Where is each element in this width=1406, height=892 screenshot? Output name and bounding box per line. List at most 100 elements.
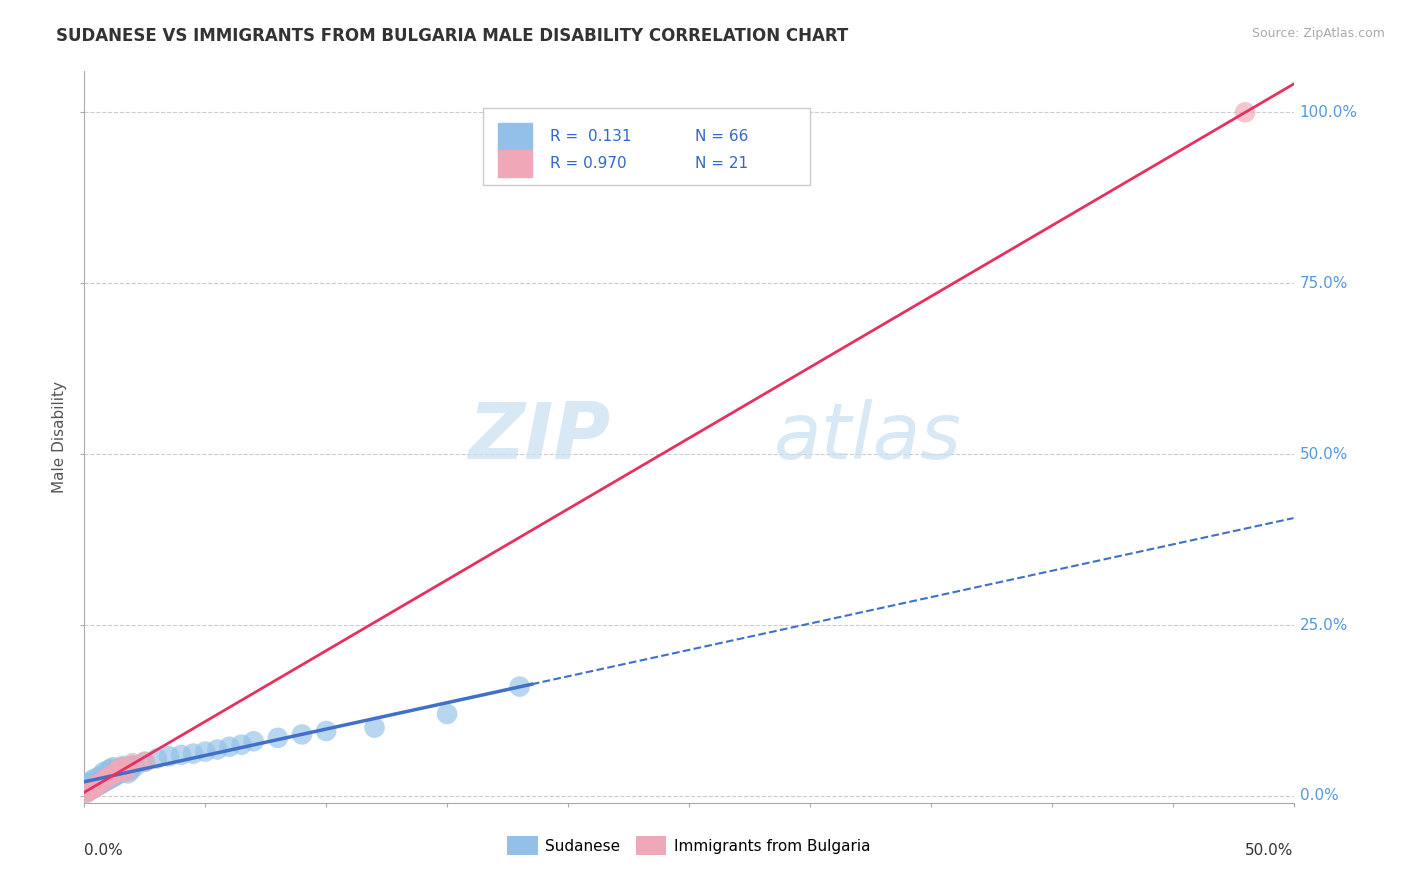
Point — [291, 727, 314, 741]
Point — [77, 783, 100, 797]
Point — [103, 767, 125, 781]
Point — [207, 742, 229, 756]
Point — [218, 739, 240, 754]
Point — [104, 763, 127, 777]
Point — [103, 770, 125, 784]
Point — [114, 762, 136, 776]
Point — [90, 768, 112, 782]
Point — [112, 759, 135, 773]
Text: 0.0%: 0.0% — [84, 843, 124, 858]
Point — [315, 724, 337, 739]
Point — [97, 772, 120, 787]
Point — [93, 775, 115, 789]
Point — [100, 768, 122, 782]
Point — [90, 775, 112, 789]
Text: 50.0%: 50.0% — [1299, 447, 1348, 462]
Point — [509, 680, 531, 694]
Point — [97, 771, 120, 785]
Point — [124, 759, 146, 773]
Point — [86, 775, 108, 789]
Point — [117, 766, 139, 780]
Point — [104, 765, 127, 780]
Point — [1234, 105, 1257, 120]
Point — [170, 747, 193, 762]
Point — [76, 786, 98, 800]
Point — [94, 773, 117, 788]
Text: R =  0.131: R = 0.131 — [550, 129, 631, 144]
Text: atlas: atlas — [773, 399, 962, 475]
Point — [363, 721, 385, 735]
Point — [83, 780, 105, 795]
Point — [86, 779, 108, 793]
Y-axis label: Male Disability: Male Disability — [52, 381, 67, 493]
Text: SUDANESE VS IMMIGRANTS FROM BULGARIA MALE DISABILITY CORRELATION CHART: SUDANESE VS IMMIGRANTS FROM BULGARIA MAL… — [56, 27, 848, 45]
Point — [194, 745, 217, 759]
Point — [436, 706, 458, 721]
Text: 0.0%: 0.0% — [1299, 789, 1339, 804]
Point — [134, 755, 156, 769]
Point — [100, 768, 122, 782]
Point — [103, 760, 125, 774]
Point — [87, 778, 110, 792]
Point — [146, 751, 169, 765]
Point — [100, 771, 122, 785]
Point — [242, 734, 264, 748]
Bar — [498, 122, 531, 151]
Point — [107, 764, 129, 779]
Point — [90, 775, 112, 789]
Bar — [498, 150, 531, 178]
Point — [86, 779, 108, 793]
Text: R = 0.970: R = 0.970 — [550, 156, 627, 171]
Point — [93, 773, 115, 788]
Point — [121, 756, 143, 771]
Text: 100.0%: 100.0% — [1299, 105, 1358, 120]
Point — [103, 770, 125, 784]
Point — [83, 780, 105, 795]
Text: 75.0%: 75.0% — [1299, 276, 1348, 291]
Point — [110, 761, 132, 775]
Point — [110, 762, 132, 776]
Point — [114, 763, 136, 777]
Point — [94, 772, 117, 786]
Point — [86, 780, 108, 794]
Point — [120, 760, 142, 774]
Point — [107, 763, 129, 777]
Point — [117, 762, 139, 776]
Point — [80, 773, 103, 788]
Text: 50.0%: 50.0% — [1246, 843, 1294, 858]
Point — [107, 767, 129, 781]
Point — [87, 777, 110, 791]
Point — [93, 765, 115, 780]
Point — [121, 759, 143, 773]
Point — [77, 777, 100, 791]
Text: 25.0%: 25.0% — [1299, 617, 1348, 632]
Point — [94, 772, 117, 786]
Point — [90, 777, 112, 791]
Point — [87, 770, 110, 784]
Legend: Sudanese, Immigrants from Bulgaria: Sudanese, Immigrants from Bulgaria — [501, 830, 877, 861]
Point — [97, 770, 120, 784]
Text: ZIP: ZIP — [468, 399, 610, 475]
Point — [112, 760, 135, 774]
Text: Source: ZipAtlas.com: Source: ZipAtlas.com — [1251, 27, 1385, 40]
Text: N = 21: N = 21 — [695, 156, 748, 171]
Text: N = 66: N = 66 — [695, 129, 748, 144]
Point — [112, 764, 135, 779]
Point — [80, 782, 103, 797]
Point — [134, 755, 156, 769]
Point — [100, 762, 122, 776]
Point — [157, 749, 180, 764]
Point — [267, 731, 290, 745]
Point — [80, 782, 103, 797]
Point — [76, 786, 98, 800]
FancyBboxPatch shape — [484, 108, 810, 185]
Point — [117, 760, 139, 774]
Point — [94, 767, 117, 781]
Point — [104, 768, 127, 782]
Point — [83, 772, 105, 786]
Point — [121, 758, 143, 772]
Point — [231, 738, 253, 752]
Point — [110, 765, 132, 780]
Point — [83, 780, 105, 795]
Point — [97, 763, 120, 777]
